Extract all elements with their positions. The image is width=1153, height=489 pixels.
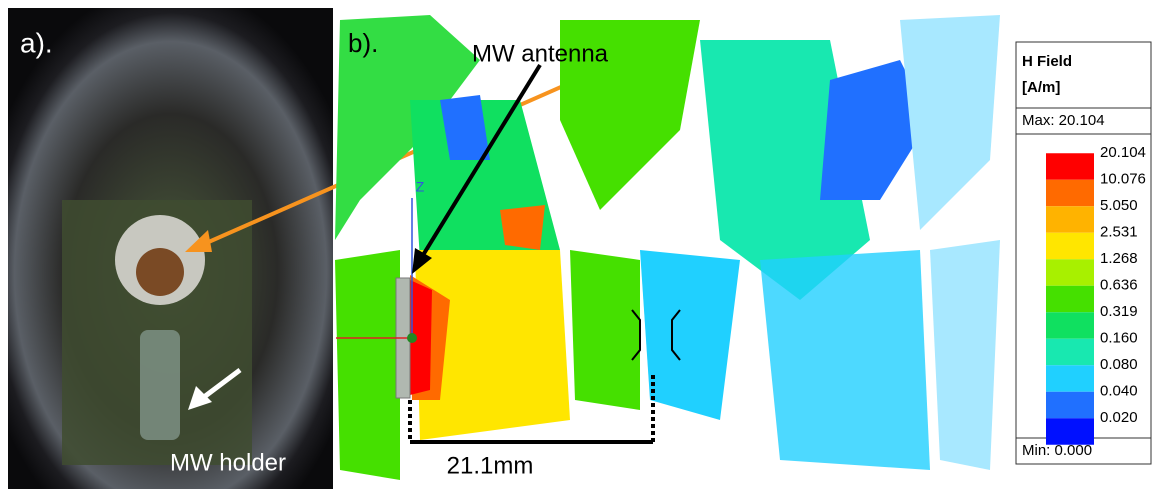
figure: a). MW holder Z b). MW antenna 21.1mm [0,0,1153,489]
legend-swatch [1046,259,1094,286]
field-region [640,250,740,420]
legend-title: H Field [1022,53,1072,70]
legend-swatch [1046,392,1094,419]
dimension-label: 21.1mm [447,452,534,479]
legend-label: 0.319 [1100,303,1138,320]
field-region [500,205,545,250]
legend-swatch [1046,339,1094,366]
legend-label: 10.076 [1100,171,1146,188]
legend-label: 2.531 [1100,224,1138,241]
panel-label: a). [20,27,53,58]
field-region [570,250,640,410]
legend-swatch [1046,418,1094,445]
field-region [760,250,930,470]
sample [136,248,184,296]
legend-swatch [1046,312,1094,339]
legend-label: 0.040 [1100,383,1138,400]
legend-label: 0.636 [1100,277,1138,294]
legend-label: 0.020 [1100,409,1138,426]
legend-label: 5.050 [1100,197,1138,214]
legend-swatch [1046,286,1094,313]
legend-swatch [1046,365,1094,392]
legend-label: 20.104 [1100,144,1146,161]
legend-label: 0.080 [1100,356,1138,373]
panel-label: b). [348,28,378,58]
legend-swatch [1046,153,1094,180]
origin [407,333,417,343]
legend-max: Max: 20.104 [1022,112,1105,129]
annotation: MW antenna [472,40,609,67]
legend-label: 1.268 [1100,250,1138,267]
legend-swatch [1046,206,1094,233]
legend: H Field [A/m] Max: 20.104 Min: 0.000 20.… [1016,42,1151,464]
legend-swatch [1046,233,1094,260]
panel-b: Z b). MW antenna 21.1mm [335,15,1000,480]
legend-label: 0.160 [1100,330,1138,347]
field-region [930,240,1000,470]
holder [140,330,180,440]
annotation: MW holder [170,449,286,476]
axis-label: Z [416,179,425,195]
field-region [335,250,400,480]
legend-swatch [1046,180,1094,207]
legend-unit: [A/m] [1022,79,1060,96]
field-region [900,15,1000,230]
